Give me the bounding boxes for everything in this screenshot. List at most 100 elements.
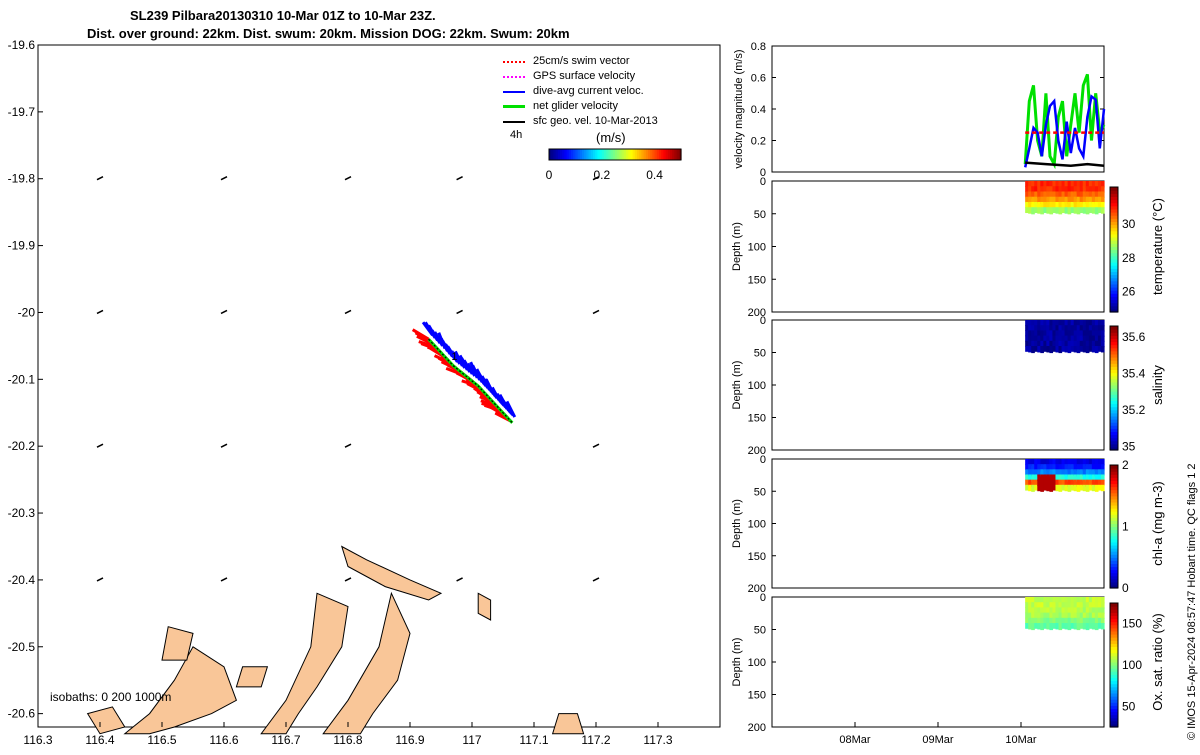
depth-cell	[1061, 623, 1066, 629]
depth-cell	[1025, 623, 1029, 629]
depth-cell	[1058, 201, 1063, 210]
depth-cell	[1070, 320, 1075, 326]
depth-colorbar-label: salinity	[1150, 365, 1165, 405]
depth-cell	[1028, 597, 1032, 604]
depth-cell	[1040, 201, 1044, 210]
depth-colorbar-cell	[1110, 621, 1118, 626]
depth-cell	[1082, 325, 1087, 332]
depth-colorbar-cell	[1110, 615, 1118, 620]
depth-colorbar-cell	[1110, 714, 1118, 719]
depth-cell	[1031, 464, 1035, 472]
geo-vector-11	[220, 443, 228, 448]
depth-cell	[1082, 617, 1087, 625]
depth-cell	[1100, 612, 1105, 620]
depth-cell	[1055, 325, 1060, 332]
depth-colorbar-tick: 30	[1122, 217, 1136, 231]
depth-colorbar-tick: 50	[1122, 699, 1136, 713]
depth-cell	[1079, 340, 1084, 347]
depth-cell	[1058, 469, 1063, 477]
depth-cell	[1070, 479, 1075, 486]
depth-cell	[1037, 346, 1041, 353]
depth-cell	[1097, 484, 1102, 491]
depth-colorbar-cell	[1110, 692, 1118, 697]
depth-cell	[1091, 340, 1096, 348]
depth-cell	[1079, 207, 1084, 214]
depth-cell	[1079, 320, 1084, 326]
depth-colorbar-cell	[1110, 489, 1118, 494]
depth-cell	[1100, 464, 1105, 471]
depth-colorbar-cell	[1110, 381, 1118, 386]
geo-vector-13	[592, 443, 600, 448]
depth-colorbar-cell	[1110, 353, 1118, 358]
depth-cell	[1073, 474, 1078, 481]
depth-cell	[1025, 612, 1029, 619]
timestamp-stamp: © IMOS 15-Apr-2024 08:57:47 Hobart time.…	[1186, 463, 1198, 740]
depth-colorbar-cell	[1110, 293, 1118, 297]
depth-colorbar-cell	[1110, 391, 1118, 395]
depth-cell	[1070, 607, 1075, 614]
map-colorbar-cell	[557, 149, 561, 160]
depth-cell	[1085, 181, 1090, 189]
depth-cell	[1082, 201, 1087, 209]
depth-colorbar-cell	[1110, 508, 1118, 512]
depth-colorbar-cell	[1110, 523, 1118, 528]
depth-cell	[1082, 330, 1087, 337]
depth-cell	[1079, 607, 1084, 614]
depth-cell	[1070, 191, 1075, 198]
depth-cell	[1082, 196, 1087, 204]
land-island-1	[322, 591, 411, 735]
depth-cell	[1058, 320, 1063, 328]
depth-cell	[1028, 186, 1032, 193]
depth-colorbar-cell	[1110, 677, 1118, 682]
depth-cell	[1091, 459, 1096, 466]
geo-vector-6	[220, 309, 228, 315]
depth-cell	[1037, 191, 1041, 198]
title-line-1: SL239 Pilbara20130310 10-Mar 01Z to 10-M…	[130, 8, 436, 23]
depth-cell	[1091, 479, 1096, 487]
depth-ytick-label: 150	[748, 551, 766, 563]
depth-cell	[1049, 612, 1054, 620]
depth-cell	[1100, 602, 1105, 609]
depth-colorbar-cell	[1110, 723, 1118, 728]
depth-cell	[1040, 320, 1044, 328]
depth-cell	[1055, 484, 1060, 492]
depth-ytick-label: 200	[748, 583, 766, 595]
map-ytick-label: -20.4	[8, 573, 36, 587]
depth-cell	[1082, 469, 1087, 476]
depth-cell	[1052, 335, 1057, 342]
depth-cell	[1085, 597, 1090, 605]
depth-cell	[1097, 459, 1102, 465]
depth-colorbar-tick: 28	[1122, 251, 1136, 265]
depth-colorbar-cell	[1110, 606, 1118, 610]
depth-cell	[1097, 207, 1102, 214]
depth-colorbar-cell	[1110, 375, 1118, 380]
depth-cell	[1073, 623, 1078, 630]
depth-colorbar-cell	[1110, 465, 1118, 469]
depth-cell	[1028, 181, 1032, 188]
depth-cell	[1040, 612, 1044, 620]
depth-cell	[1097, 597, 1102, 603]
depth-ytick-label: 200	[748, 307, 766, 319]
depth-cell	[1046, 474, 1051, 481]
depth-cell	[1043, 469, 1047, 476]
depth-colorbar-cell	[1110, 283, 1118, 288]
depth-colorbar-tick: 35.6	[1122, 330, 1146, 344]
geo-vector-18	[592, 577, 600, 582]
depth-cell	[1085, 474, 1090, 482]
depth-cell	[1061, 196, 1066, 203]
depth-cell	[1025, 340, 1029, 347]
depth-colorbar-cell	[1110, 329, 1118, 333]
depth-cell	[1055, 607, 1060, 614]
depth-cell	[1061, 459, 1066, 465]
depth-cell	[1037, 181, 1041, 188]
depth-cell	[1037, 607, 1041, 614]
map-colorbar-cell	[623, 149, 627, 160]
map-colorbar-cell	[615, 149, 618, 160]
depth-colorbar-cell	[1110, 652, 1118, 657]
depth-cell	[1085, 340, 1090, 348]
depth-cell	[1085, 469, 1090, 477]
map-colorbar-cell	[566, 149, 570, 160]
depth-cell	[1082, 459, 1087, 466]
depth-cell	[1025, 320, 1029, 326]
depth-cell	[1052, 340, 1057, 347]
